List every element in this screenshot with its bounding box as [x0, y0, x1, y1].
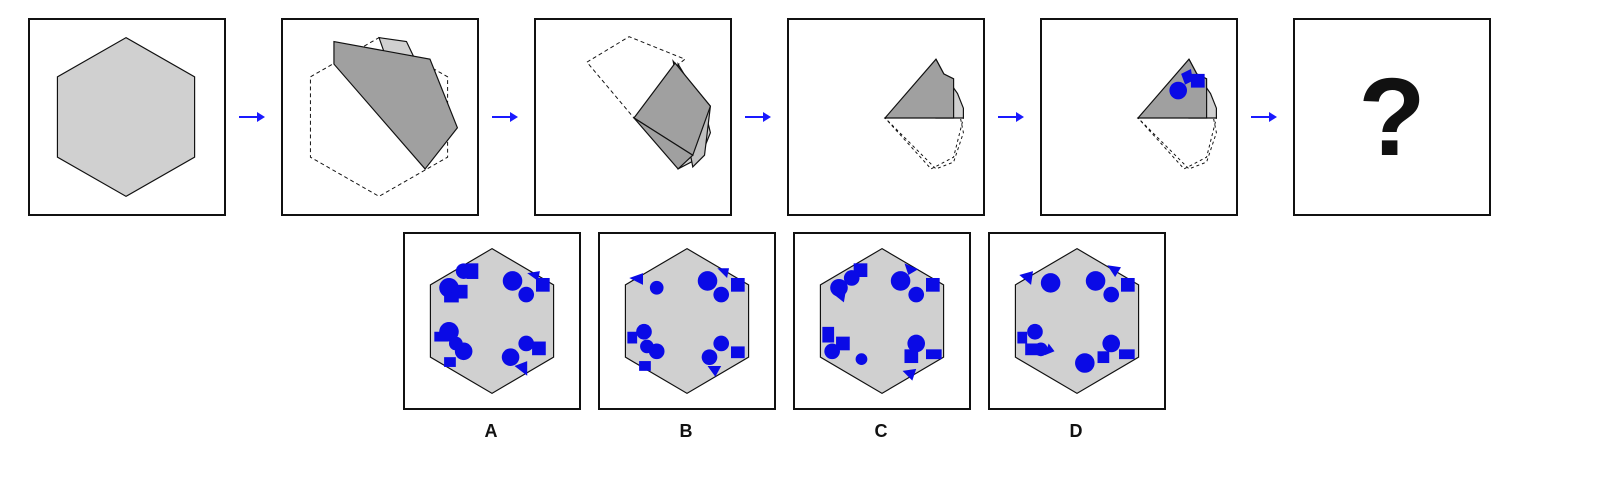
second-fold-diagram: [586, 36, 712, 170]
option-b-panel[interactable]: [598, 232, 776, 410]
arrow-icon: [998, 112, 1024, 122]
step-3-panel: [534, 18, 732, 216]
option-b-hexagon: [624, 247, 750, 395]
option-d-label[interactable]: D: [1069, 421, 1083, 441]
answer-panel: ?: [1293, 18, 1491, 216]
step-5-panel: [1040, 18, 1238, 216]
first-fold-diagram: [309, 36, 459, 197]
step-4-panel: [787, 18, 985, 216]
punched-fold-diagram: [1136, 58, 1218, 170]
option-d-hexagon: [1014, 247, 1140, 395]
unfolded-hexagon: [56, 36, 196, 198]
punch-hole-shape: [1181, 68, 1193, 85]
question-mark: ?: [1358, 55, 1426, 179]
option-a-hexagon: [429, 247, 555, 395]
arrow-icon: [239, 112, 265, 122]
option-c-hexagon: [819, 247, 945, 395]
option-c-panel[interactable]: [793, 232, 971, 410]
option-d-panel[interactable]: [988, 232, 1166, 410]
punch-hole-square: [1190, 73, 1205, 88]
punch-hole-circle: [1169, 81, 1188, 100]
option-a-panel[interactable]: [403, 232, 581, 410]
option-a-label[interactable]: A: [484, 421, 498, 441]
step-2-panel: [281, 18, 479, 216]
step-1-panel: [28, 18, 226, 216]
option-b-label[interactable]: B: [679, 421, 693, 441]
arrow-icon: [1251, 112, 1277, 122]
arrow-icon: [492, 112, 518, 122]
third-fold-diagram: [883, 58, 965, 170]
option-c-label[interactable]: C: [874, 421, 888, 441]
arrow-icon: [745, 112, 771, 122]
